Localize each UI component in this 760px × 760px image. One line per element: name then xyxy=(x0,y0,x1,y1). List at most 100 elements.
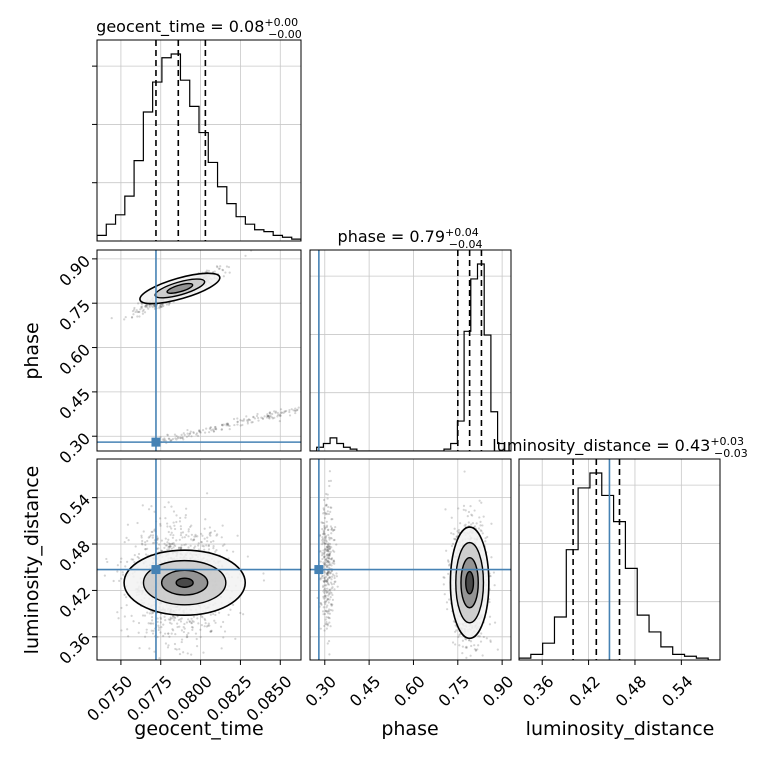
sample-point xyxy=(174,544,177,548)
sample-point xyxy=(207,544,210,547)
sample-point xyxy=(319,560,322,563)
sample-point xyxy=(174,647,177,651)
sample-point xyxy=(215,428,218,431)
x-axis-label-phase: phase xyxy=(381,718,438,740)
sample-point xyxy=(326,543,330,546)
sample-point xyxy=(446,559,450,562)
sample-point xyxy=(474,648,478,652)
truth-marker xyxy=(314,565,324,575)
sample-point xyxy=(328,566,331,569)
sample-point xyxy=(133,561,136,564)
sample-point xyxy=(136,521,139,525)
sample-point xyxy=(148,612,151,615)
sample-point xyxy=(179,527,183,531)
sample-point xyxy=(246,419,249,422)
sample-point xyxy=(204,518,207,521)
sample-point xyxy=(178,648,181,651)
sample-point xyxy=(159,616,162,619)
sample-point xyxy=(207,624,210,627)
density-contours xyxy=(139,272,221,305)
sample-point xyxy=(221,524,224,527)
sample-point xyxy=(222,620,225,624)
sample-point xyxy=(163,438,166,441)
sample-point xyxy=(167,501,170,504)
sample-point xyxy=(236,423,239,426)
x-tick-label: 0.0850 xyxy=(243,672,296,725)
sample-point xyxy=(288,410,291,414)
sample-point xyxy=(197,622,200,625)
sample-point xyxy=(123,615,126,618)
histogram xyxy=(97,53,301,241)
sample-point xyxy=(168,635,171,638)
sample-point xyxy=(323,591,326,594)
sample-point xyxy=(180,531,183,534)
sample-point xyxy=(144,553,148,556)
sample-point xyxy=(325,492,328,496)
sample-point xyxy=(187,618,190,621)
sample-point xyxy=(457,531,461,534)
sample-point xyxy=(171,536,174,539)
sample-point xyxy=(159,304,162,308)
sample-point xyxy=(324,542,327,545)
title-main: geocent_time = 0.08 xyxy=(96,17,264,37)
sample-point xyxy=(276,411,279,415)
sample-point xyxy=(215,265,219,268)
sample-point xyxy=(327,528,330,531)
sample-point xyxy=(328,560,331,563)
sample-point xyxy=(323,571,326,574)
sample-point xyxy=(167,303,171,306)
sample-point xyxy=(205,269,209,272)
sample-point xyxy=(463,524,466,527)
sample-point xyxy=(152,622,155,625)
sample-point xyxy=(126,523,130,526)
sample-point xyxy=(333,562,336,565)
frame xyxy=(96,458,302,661)
sample-point xyxy=(169,533,172,536)
sample-point xyxy=(173,524,176,527)
sample-point xyxy=(328,536,331,539)
sample-point xyxy=(133,306,136,310)
sample-point xyxy=(141,539,144,543)
sample-point xyxy=(325,579,328,583)
sample-point xyxy=(192,538,196,542)
x-ticks: 0.30 0.45 0.60 0.75 0.90 xyxy=(301,660,517,711)
sample-point xyxy=(203,537,206,540)
sample-point xyxy=(467,521,470,524)
sample-point xyxy=(326,597,330,600)
sample-point xyxy=(283,410,286,413)
sample-point xyxy=(480,529,483,533)
sample-point xyxy=(480,501,483,504)
sample-point xyxy=(324,513,327,516)
sample-point xyxy=(132,313,135,316)
sample-point xyxy=(327,608,331,611)
sample-point xyxy=(457,528,461,532)
sample-point xyxy=(271,417,275,420)
sample-point xyxy=(322,561,325,564)
sample-point xyxy=(170,527,173,530)
sample-point xyxy=(326,512,329,516)
sample-point xyxy=(330,537,333,540)
sample-point xyxy=(125,560,129,563)
sample-point xyxy=(322,590,325,593)
sample-point xyxy=(200,624,203,627)
sample-point xyxy=(323,629,326,632)
sample-point xyxy=(210,629,213,632)
sample-point xyxy=(182,438,185,441)
sample-point xyxy=(219,625,223,628)
sample-point xyxy=(204,618,207,622)
sample-point xyxy=(451,641,455,644)
sample-point xyxy=(327,570,330,573)
sample-point xyxy=(267,415,270,418)
sample-point xyxy=(266,413,269,416)
title-plus: +0.00 xyxy=(264,16,298,29)
sample-point xyxy=(146,306,149,309)
sample-point xyxy=(330,506,333,509)
sample-point xyxy=(217,267,221,270)
sample-point xyxy=(119,560,122,564)
sample-point xyxy=(319,602,323,605)
sample-point xyxy=(213,427,216,431)
sample-point xyxy=(297,406,300,409)
sample-point xyxy=(187,434,190,437)
sample-point xyxy=(328,553,331,557)
sample-point xyxy=(158,307,161,310)
